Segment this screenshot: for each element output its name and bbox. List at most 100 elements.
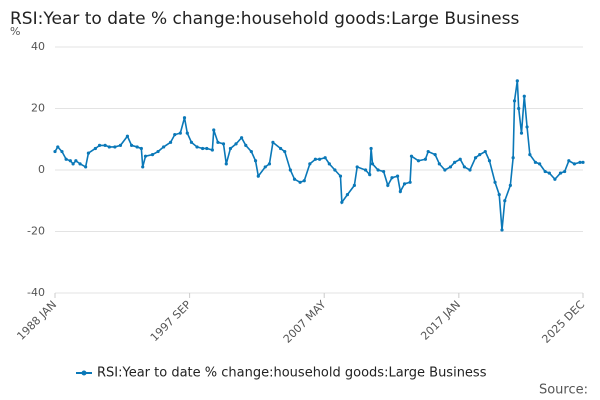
data-point — [443, 168, 447, 172]
data-point — [458, 157, 462, 161]
data-point — [408, 180, 412, 184]
data-point — [221, 142, 226, 146]
data-point — [517, 106, 521, 111]
data-point — [327, 162, 331, 166]
data-point — [107, 145, 111, 149]
data-point — [398, 189, 402, 194]
data-point — [522, 94, 526, 98]
data-point — [468, 168, 472, 172]
data-point — [578, 160, 582, 164]
data-point — [395, 174, 400, 178]
data-point — [283, 149, 287, 154]
data-point — [581, 160, 585, 164]
data-point — [256, 174, 260, 178]
legend-marker — [81, 370, 87, 376]
data-point — [511, 156, 515, 160]
data-point — [355, 165, 359, 169]
data-point — [189, 140, 194, 144]
data-point — [376, 168, 380, 172]
data-point — [74, 159, 78, 163]
data-point — [338, 174, 343, 178]
data-point — [234, 142, 238, 146]
data-point — [437, 162, 441, 166]
y-tick-label: -20 — [27, 225, 45, 238]
data-point — [462, 165, 466, 169]
data-point — [249, 149, 253, 154]
x-tick-label: 2017 JAN — [418, 298, 463, 343]
data-point — [567, 159, 571, 163]
data-point — [143, 154, 148, 158]
data-point — [244, 143, 248, 147]
data-point — [182, 116, 187, 120]
data-point — [129, 143, 134, 147]
x-tick-label: 1997 SEP — [148, 298, 194, 344]
y-tick-label: 0 — [38, 163, 45, 176]
y-axis-label: % — [10, 25, 20, 38]
data-point — [453, 160, 457, 164]
data-point — [416, 159, 421, 163]
data-point — [547, 171, 551, 175]
y-tick-label: 40 — [31, 40, 45, 53]
data-point — [78, 162, 82, 166]
data-point — [185, 131, 189, 135]
data-point — [118, 143, 123, 147]
data-point — [271, 140, 275, 144]
data-point — [150, 153, 155, 157]
data-point — [156, 149, 160, 154]
data-point — [473, 156, 478, 160]
data-point — [298, 180, 302, 184]
data-point — [103, 143, 107, 147]
source: Source: — [539, 383, 588, 398]
data-point — [224, 162, 228, 166]
data-point — [210, 148, 214, 152]
data-point — [278, 146, 283, 151]
data-point — [508, 183, 512, 187]
y-tick-label: 20 — [31, 102, 45, 115]
data-point — [352, 183, 356, 187]
data-point — [537, 162, 542, 166]
data-point — [173, 133, 177, 137]
data-point — [56, 145, 60, 149]
data-point — [528, 153, 532, 157]
data-point — [563, 169, 567, 174]
data-point — [519, 131, 524, 135]
data-point — [253, 159, 258, 163]
data-point — [448, 165, 453, 169]
data-point — [139, 146, 143, 151]
data-point — [515, 79, 519, 83]
data-point — [433, 153, 437, 157]
data-point — [60, 149, 64, 154]
data-point — [267, 162, 272, 166]
data-point — [402, 182, 407, 186]
data-point — [125, 134, 130, 138]
data-point — [86, 151, 91, 155]
data-point — [497, 193, 501, 197]
data-point — [93, 146, 97, 151]
data-point — [333, 168, 337, 172]
data-point — [558, 171, 563, 175]
data-point — [64, 157, 68, 161]
data-point — [292, 177, 297, 181]
data-point — [478, 153, 482, 157]
data-point — [369, 146, 373, 151]
data-point — [97, 143, 102, 147]
data-point — [512, 99, 517, 103]
data-point — [162, 145, 166, 149]
data-point — [239, 136, 244, 140]
data-point — [53, 149, 57, 154]
data-point — [113, 145, 117, 149]
chart-title: RSI:Year to date % change:household good… — [10, 9, 519, 29]
data-point — [205, 146, 209, 151]
x-tick-label: 2007 MAY — [281, 298, 329, 346]
data-point — [503, 199, 507, 203]
data-point — [390, 176, 394, 180]
series-line — [54, 80, 583, 231]
data-point — [302, 179, 306, 183]
data-point — [228, 146, 233, 151]
data-point — [487, 159, 492, 163]
data-point — [212, 128, 216, 132]
data-point — [500, 228, 504, 232]
data-point — [409, 154, 414, 158]
data-point — [168, 140, 173, 144]
